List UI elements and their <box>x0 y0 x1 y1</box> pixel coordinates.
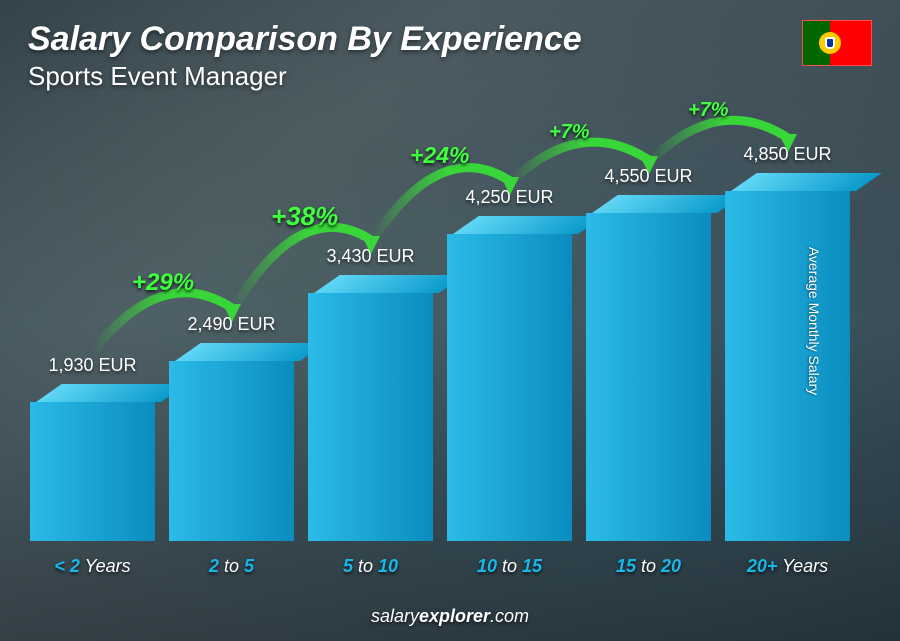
x-axis-label: 20+ Years <box>725 556 850 577</box>
bar <box>308 275 433 541</box>
bar <box>586 195 711 541</box>
bar-value-label: 3,430 EUR <box>326 246 414 267</box>
chart-area: 1,930 EUR 2,490 EUR 3,430 EUR 4,250 EUR 4,55… <box>30 130 850 571</box>
bars-container: 1,930 EUR 2,490 EUR 3,430 EUR 4,250 EUR 4,55… <box>30 130 850 541</box>
footer-attribution: salaryexplorer.com <box>0 606 900 627</box>
x-axis-label: < 2 Years <box>30 556 155 577</box>
bar-value-label: 2,490 EUR <box>187 314 275 335</box>
portugal-flag-icon <box>802 20 872 66</box>
bar-column: 3,430 EUR <box>308 246 433 541</box>
bar-value-label: 1,930 EUR <box>48 355 136 376</box>
bar <box>447 216 572 541</box>
bar-top-face <box>592 195 743 213</box>
header: Salary Comparison By Experience Sports E… <box>28 20 872 92</box>
title-block: Salary Comparison By Experience Sports E… <box>28 20 582 92</box>
bar-front-face <box>169 361 294 541</box>
bar <box>725 173 850 541</box>
bar-front-face <box>447 234 572 541</box>
bar-top-face <box>731 173 882 191</box>
flag-emblem <box>819 32 841 54</box>
chart-title: Salary Comparison By Experience <box>28 20 582 59</box>
bar-column: 4,550 EUR <box>586 166 711 541</box>
bar-column: 4,850 EUR <box>725 144 850 541</box>
bar-value-label: 4,250 EUR <box>465 187 553 208</box>
brand-prefix: salary <box>371 606 419 626</box>
x-axis-label: 15 to 20 <box>586 556 711 577</box>
x-axis-label: 5 to 10 <box>308 556 433 577</box>
bar-value-label: 4,850 EUR <box>743 144 831 165</box>
chart-subtitle: Sports Event Manager <box>28 61 582 92</box>
bar-top-face <box>175 343 326 361</box>
bar-column: 2,490 EUR <box>169 314 294 541</box>
bar-top-face <box>314 275 465 293</box>
bar-front-face <box>725 191 850 541</box>
bar <box>169 343 294 541</box>
x-axis-label: 2 to 5 <box>169 556 294 577</box>
flag-shield <box>825 37 835 49</box>
bar-front-face <box>30 402 155 541</box>
bar-top-face <box>36 384 187 402</box>
bar-front-face <box>308 293 433 541</box>
bar-column: 4,250 EUR <box>447 187 572 541</box>
brand-suffix: .com <box>490 606 529 626</box>
y-axis-label: Average Monthly Salary <box>806 246 822 394</box>
x-axis-label: 10 to 15 <box>447 556 572 577</box>
bar-value-label: 4,550 EUR <box>604 166 692 187</box>
x-axis-labels: < 2 Years 2 to 5 5 to 10 10 to 15 15 to 20 20… <box>30 556 850 577</box>
bar-column: 1,930 EUR <box>30 355 155 541</box>
bar-top-face <box>453 216 604 234</box>
bar <box>30 384 155 541</box>
brand-bold: explorer <box>419 606 490 626</box>
bar-front-face <box>586 213 711 541</box>
